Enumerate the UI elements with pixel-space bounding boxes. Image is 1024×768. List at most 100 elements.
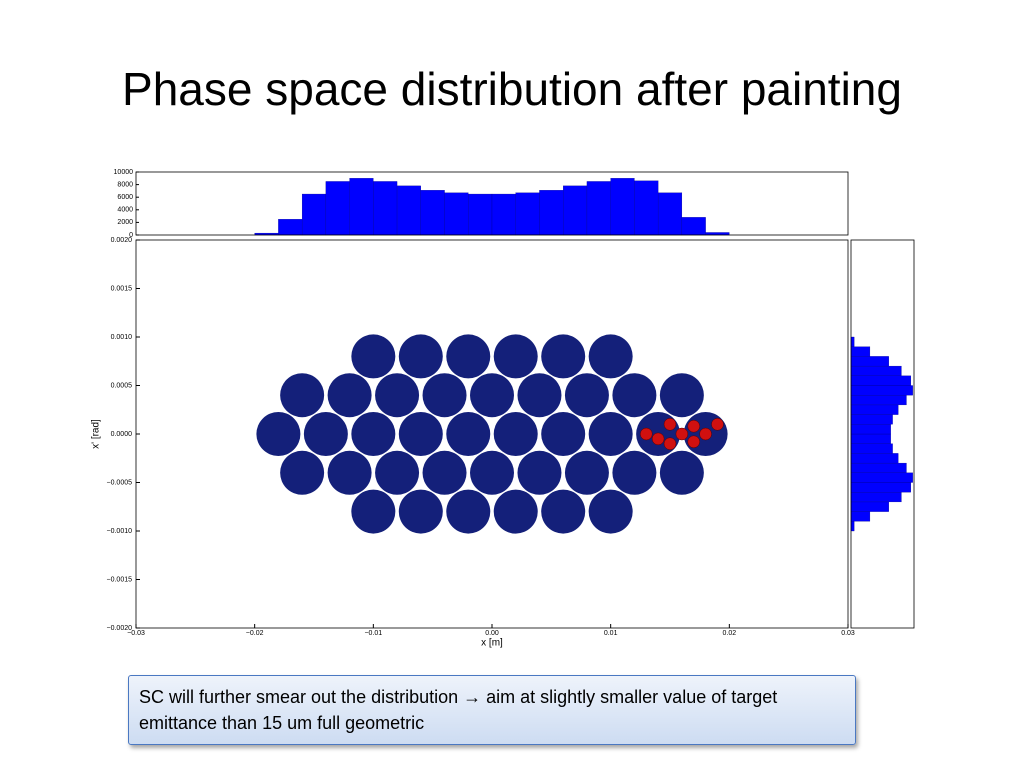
beam-point <box>493 489 538 534</box>
y-tick-label: −0.0005 <box>107 479 133 486</box>
y-tick-label: 2000 <box>117 219 133 226</box>
beam-point <box>446 412 491 456</box>
beam-point <box>446 489 491 534</box>
hist-bar <box>850 462 907 473</box>
y-tick-label: −0.0015 <box>107 576 133 583</box>
hist-bar <box>850 453 899 464</box>
painted-point <box>663 418 677 431</box>
beam-point <box>327 450 372 495</box>
beam-point <box>256 412 301 456</box>
hist-bar <box>850 365 902 376</box>
beam-point <box>493 334 538 379</box>
beam-point <box>351 334 396 379</box>
y-tick-label: 8000 <box>117 181 133 188</box>
painted-point <box>711 418 724 431</box>
hist-bar <box>850 375 911 386</box>
x-tick-label: 0.00 <box>485 630 499 637</box>
hist-bar <box>634 180 659 236</box>
y-tick-label: 0.0010 <box>111 334 133 341</box>
hist-bar <box>610 178 635 236</box>
painted-point <box>675 427 689 441</box>
beam-point <box>280 373 325 418</box>
hist-bar <box>850 433 891 444</box>
x-tick-label: 0.03 <box>841 630 855 637</box>
beam-point <box>327 373 372 418</box>
hist-bar <box>850 356 889 367</box>
beam-point <box>470 373 514 418</box>
y-tick-label: 0 <box>129 232 133 239</box>
beam-point <box>564 450 609 495</box>
y-tick-label: 4000 <box>117 207 133 214</box>
plot-frame <box>850 239 915 629</box>
beam-point <box>398 489 443 534</box>
beam-point <box>588 412 633 456</box>
y-tick-label: −0.0020 <box>107 625 133 632</box>
y-tick-label: 0.0000 <box>111 431 133 438</box>
hist-bar <box>850 443 893 454</box>
painted-point <box>663 437 677 450</box>
beam-point <box>564 373 609 418</box>
beam-point <box>612 450 657 495</box>
hist-bar <box>586 181 611 236</box>
hist-bar <box>850 395 907 406</box>
beam-point <box>517 450 562 495</box>
hist-bar <box>850 414 893 425</box>
y-tick-label: 0.0005 <box>111 382 133 389</box>
beam-point <box>541 412 586 456</box>
hist-bar <box>325 181 350 236</box>
hist-bar <box>491 193 516 236</box>
y-tick-label: 6000 <box>117 194 133 201</box>
plot-frame <box>135 239 849 629</box>
hist-bar <box>420 190 445 236</box>
painted-point <box>687 435 700 449</box>
hist-bar <box>301 193 327 236</box>
beam-point <box>588 489 633 534</box>
hist-bar <box>563 185 588 236</box>
hist-bar <box>278 219 303 236</box>
painted-point <box>699 427 712 441</box>
y-tick-label: 10000 <box>114 169 134 176</box>
hist-bar <box>850 336 855 347</box>
beam-point <box>422 373 467 418</box>
hist-bar <box>657 192 683 236</box>
beam-point <box>588 334 633 379</box>
hist-bar <box>681 217 706 236</box>
beam-point <box>422 450 467 495</box>
x-tick-label: 0.01 <box>604 630 618 637</box>
chart: −0.03 −0.02 −0.01 0.00 0.01 0.02 0.03 −0.0020 −0… <box>91 169 915 649</box>
x-tick-label: 0.02 <box>723 630 737 637</box>
hist-bar <box>850 511 871 522</box>
hist-bar <box>850 521 855 532</box>
beam-point <box>541 334 586 379</box>
x-tick-label: −0.03 <box>127 630 145 637</box>
callout: SC will further smear out the distributi… <box>128 675 856 745</box>
x-axis-title: x [m] <box>481 638 503 649</box>
slide-title: Phase space distribution after painting <box>122 63 902 115</box>
beam-point <box>280 450 325 495</box>
hist-bar <box>396 185 421 236</box>
beam-point <box>470 450 514 495</box>
hist-bar <box>850 424 891 435</box>
beam-point <box>375 450 420 495</box>
hist-bar <box>468 193 493 236</box>
painted-point <box>640 427 653 441</box>
beam-point <box>493 412 538 456</box>
x-tick-label: −0.01 <box>364 630 382 637</box>
painted-point <box>687 419 700 433</box>
hist-bar <box>850 346 871 357</box>
beam-point <box>446 334 491 379</box>
beam-point <box>517 373 562 418</box>
beam-point <box>659 450 704 495</box>
beam-point <box>659 373 704 418</box>
hist-bar <box>373 181 398 236</box>
painted-point <box>651 432 665 446</box>
beam-point <box>351 412 396 456</box>
hist-bar <box>349 178 374 236</box>
beam-point <box>351 489 396 534</box>
y-tick-label: −0.0010 <box>107 528 133 535</box>
beam-point <box>398 334 443 379</box>
hist-bar <box>850 482 911 493</box>
y-tick-label: 0.0020 <box>111 237 133 244</box>
y-tick-label: 0.0015 <box>111 285 133 292</box>
